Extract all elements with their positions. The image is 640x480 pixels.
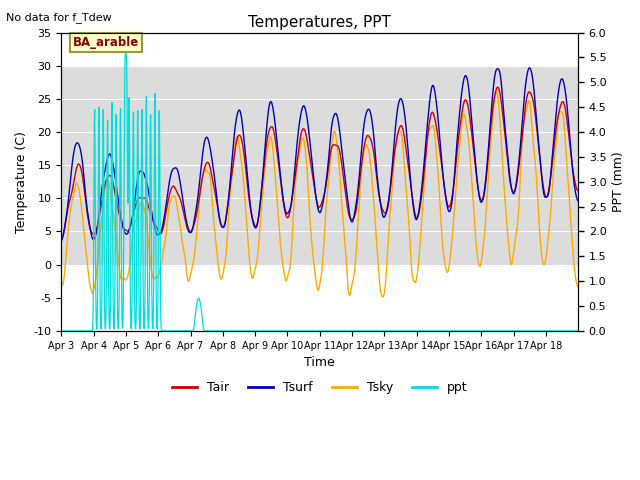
X-axis label: Time: Time <box>305 356 335 369</box>
Legend: Tair, Tsurf, Tsky, ppt: Tair, Tsurf, Tsky, ppt <box>168 376 472 399</box>
Y-axis label: PPT (mm): PPT (mm) <box>612 151 625 212</box>
Text: BA_arable: BA_arable <box>72 36 139 49</box>
Bar <box>61 66 579 264</box>
Y-axis label: Temperature (C): Temperature (C) <box>15 131 28 233</box>
Text: No data for f_Tdew: No data for f_Tdew <box>6 12 112 23</box>
Title: Temperatures, PPT: Temperatures, PPT <box>248 15 391 30</box>
